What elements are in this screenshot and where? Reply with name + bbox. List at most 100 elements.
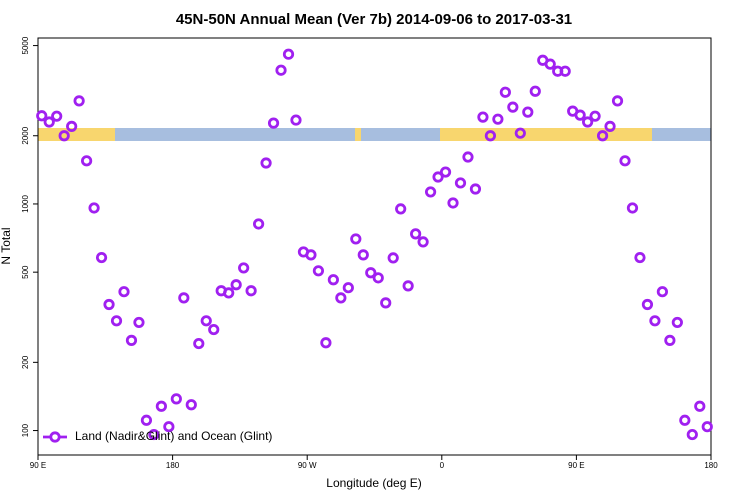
data-point bbox=[185, 399, 197, 411]
data-point bbox=[529, 85, 541, 97]
x-tick-label: 180 bbox=[166, 461, 180, 470]
data-point bbox=[155, 400, 167, 412]
data-point bbox=[357, 249, 369, 261]
data-point bbox=[544, 58, 556, 70]
data-point bbox=[125, 334, 138, 346]
ocean-band bbox=[115, 128, 355, 141]
data-point bbox=[133, 316, 145, 329]
ocean-band bbox=[652, 128, 711, 141]
data-point bbox=[402, 280, 414, 292]
data-point bbox=[208, 323, 220, 336]
data-point bbox=[619, 155, 631, 167]
data-point bbox=[163, 421, 175, 433]
data-point bbox=[522, 106, 534, 118]
data-point bbox=[410, 228, 422, 240]
data-point bbox=[342, 282, 354, 294]
data-point bbox=[469, 183, 482, 195]
data-point bbox=[372, 272, 384, 284]
data-point bbox=[574, 109, 586, 121]
y-tick-label: 1000 bbox=[21, 195, 30, 213]
data-point bbox=[582, 116, 594, 128]
data-point bbox=[88, 202, 100, 214]
data-point bbox=[596, 130, 609, 142]
x-tick-label: 90 E bbox=[568, 461, 584, 470]
data-point bbox=[320, 337, 332, 349]
data-point bbox=[81, 155, 93, 167]
data-point bbox=[701, 421, 713, 433]
data-point bbox=[335, 292, 347, 304]
data-point bbox=[312, 265, 325, 277]
data-point bbox=[462, 151, 474, 163]
legend-marker bbox=[49, 431, 61, 443]
data-point bbox=[432, 171, 444, 183]
data-point bbox=[604, 120, 616, 132]
chart-title: 45N-50N Annual Mean (Ver 7b) 2014-09-06 … bbox=[176, 11, 572, 28]
data-point bbox=[626, 202, 639, 214]
x-tick-label: 180 bbox=[704, 461, 718, 470]
data-point bbox=[290, 114, 302, 126]
x-tick-label: 90 E bbox=[30, 461, 46, 470]
data-point bbox=[395, 203, 407, 215]
data-point bbox=[267, 117, 280, 129]
data-point bbox=[36, 110, 48, 122]
data-point bbox=[679, 414, 691, 426]
x-axis-label: Longitude (deg E) bbox=[326, 476, 421, 490]
data-point bbox=[282, 48, 295, 60]
data-point bbox=[95, 251, 108, 264]
data-point bbox=[327, 274, 339, 286]
land-band bbox=[440, 128, 652, 141]
legend-label: Land (Nadir&Glint) and Ocean (Glint) bbox=[75, 429, 272, 443]
data-point bbox=[499, 86, 511, 98]
data-point bbox=[110, 315, 123, 327]
y-tick-label: 500 bbox=[21, 265, 30, 279]
data-point bbox=[417, 236, 429, 248]
x-tick-label: 0 bbox=[440, 461, 445, 470]
data-point bbox=[200, 315, 212, 327]
data-point bbox=[484, 130, 497, 142]
data-point bbox=[118, 286, 130, 298]
data-point bbox=[686, 428, 698, 441]
data-point bbox=[275, 64, 287, 76]
data-point bbox=[305, 249, 317, 261]
data-point bbox=[507, 101, 519, 113]
data-point bbox=[447, 197, 459, 209]
plot-frame bbox=[37, 37, 712, 456]
data-point bbox=[66, 120, 78, 132]
data-point bbox=[140, 414, 153, 426]
data-point bbox=[43, 116, 55, 128]
data-point bbox=[380, 297, 392, 309]
data-point bbox=[559, 65, 571, 77]
data-point bbox=[656, 286, 668, 298]
data-point bbox=[252, 218, 265, 230]
land-band bbox=[38, 128, 115, 141]
data-point bbox=[649, 315, 661, 327]
data-point bbox=[694, 400, 706, 412]
y-axis-label: N Total bbox=[0, 227, 13, 264]
data-point bbox=[641, 298, 654, 311]
data-point bbox=[51, 110, 63, 122]
data-point bbox=[365, 267, 377, 279]
data-point bbox=[439, 166, 452, 178]
data-point bbox=[387, 252, 399, 264]
data-point bbox=[178, 292, 190, 304]
data-point bbox=[589, 110, 601, 122]
data-point bbox=[477, 111, 489, 123]
data-point bbox=[58, 130, 70, 142]
data-point bbox=[424, 186, 437, 198]
data-point bbox=[73, 95, 85, 107]
data-point bbox=[260, 157, 272, 169]
data-point bbox=[514, 127, 526, 139]
data-point bbox=[664, 334, 676, 346]
x-tick-label: 90 W bbox=[298, 461, 317, 470]
data-point bbox=[634, 251, 646, 264]
y-tick-label: 100 bbox=[21, 423, 30, 437]
data-point bbox=[350, 233, 362, 245]
data-point bbox=[148, 428, 160, 441]
data-point bbox=[238, 262, 250, 274]
data-point bbox=[454, 177, 467, 189]
data-point bbox=[170, 393, 182, 405]
y-tick-label: 5000 bbox=[21, 36, 30, 54]
data-point bbox=[103, 298, 115, 311]
data-point bbox=[245, 285, 257, 297]
